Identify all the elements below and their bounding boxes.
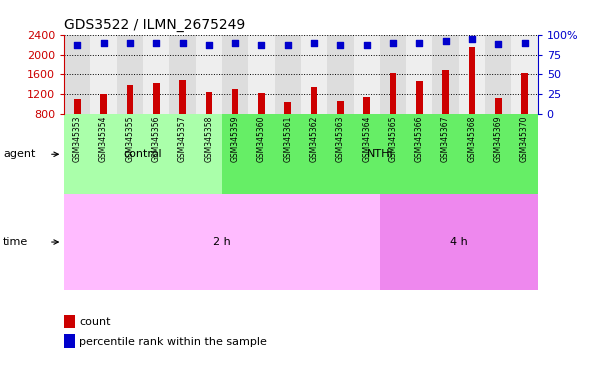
Point — [125, 40, 135, 46]
Bar — [64, 35, 90, 114]
Text: control: control — [124, 149, 163, 159]
Bar — [169, 35, 196, 114]
Point — [257, 42, 266, 48]
Bar — [74, 99, 81, 114]
Bar — [64, 194, 380, 290]
Text: GDS3522 / ILMN_2675249: GDS3522 / ILMN_2675249 — [64, 18, 246, 32]
Bar — [521, 73, 528, 114]
Point — [335, 42, 345, 48]
Bar — [459, 35, 485, 114]
Bar — [248, 35, 274, 114]
Bar — [406, 35, 433, 114]
Bar — [442, 71, 449, 114]
Point — [204, 42, 214, 48]
Text: 4 h: 4 h — [450, 237, 467, 247]
Bar — [196, 35, 222, 114]
Bar — [416, 81, 423, 114]
Text: time: time — [3, 237, 28, 247]
Text: agent: agent — [3, 149, 35, 159]
Bar — [126, 85, 133, 114]
Bar — [153, 83, 159, 114]
Bar — [390, 73, 397, 114]
Point — [152, 40, 161, 46]
Point — [99, 40, 109, 46]
Bar — [179, 80, 186, 114]
Point — [414, 40, 424, 46]
Bar — [485, 35, 511, 114]
Bar — [143, 35, 169, 114]
Bar — [117, 35, 143, 114]
Bar — [469, 47, 475, 114]
Bar — [354, 35, 380, 114]
Bar — [285, 103, 291, 114]
Bar — [205, 92, 212, 114]
Point — [362, 42, 371, 48]
Point — [309, 40, 319, 46]
Bar — [311, 88, 317, 114]
Bar — [380, 194, 538, 290]
Bar — [90, 35, 117, 114]
Bar — [258, 93, 265, 114]
Point — [493, 41, 503, 47]
Point — [230, 40, 240, 46]
Point — [388, 40, 398, 46]
Point — [178, 40, 188, 46]
Bar — [511, 35, 538, 114]
Bar — [222, 35, 248, 114]
Point — [519, 40, 529, 46]
Bar — [433, 35, 459, 114]
Text: NTHi: NTHi — [367, 149, 393, 159]
Text: count: count — [79, 317, 111, 327]
Bar — [274, 35, 301, 114]
Point — [283, 42, 293, 48]
Point — [73, 42, 82, 48]
Bar — [64, 114, 222, 194]
Bar — [327, 35, 354, 114]
Bar — [301, 35, 327, 114]
Bar — [380, 35, 406, 114]
Text: percentile rank within the sample: percentile rank within the sample — [79, 337, 267, 347]
Bar — [222, 114, 538, 194]
Point — [441, 38, 450, 44]
Bar — [337, 101, 343, 114]
Point — [467, 36, 477, 42]
Text: 2 h: 2 h — [213, 237, 231, 247]
Bar — [100, 94, 107, 114]
Bar — [495, 98, 502, 114]
Bar — [364, 97, 370, 114]
Bar — [232, 89, 238, 114]
